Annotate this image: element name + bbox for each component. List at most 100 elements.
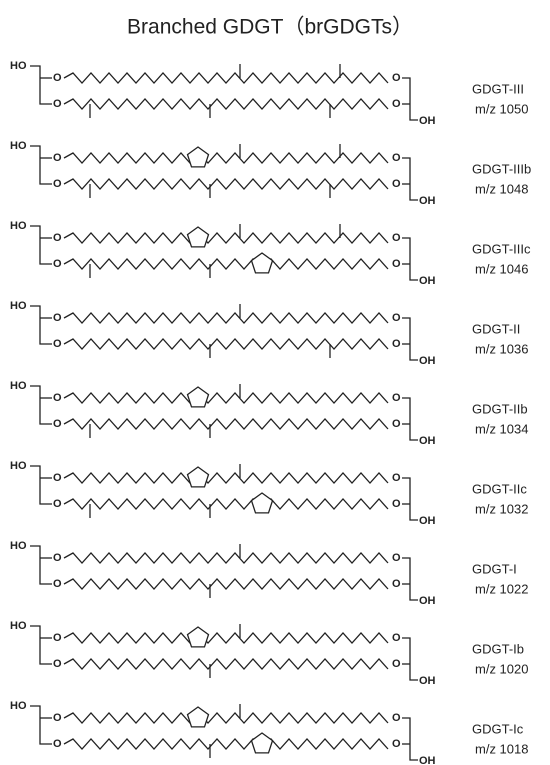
ether-oxygen: O: [392, 472, 401, 484]
hydroxyl: HO: [10, 60, 27, 72]
hydroxyl: OH: [419, 435, 436, 447]
cyclopentane-ring: [250, 252, 274, 274]
compound-name: GDGT-Ic: [472, 721, 524, 736]
ether-oxygen: O: [53, 418, 62, 430]
hydroxyl: OH: [419, 115, 436, 127]
glycerol-right: [402, 477, 418, 521]
compound-name: GDGT-IIc: [472, 481, 527, 496]
alkyl-chain: [63, 738, 389, 750]
ether-oxygen: O: [53, 738, 62, 750]
alkyl-chain: [63, 498, 389, 510]
ether-oxygen: O: [53, 178, 62, 190]
ether-oxygen: O: [53, 338, 62, 350]
ether-oxygen: O: [392, 712, 401, 724]
ether-oxygen: O: [392, 258, 401, 270]
compound-name: GDGT-IIb: [472, 401, 528, 416]
compound-name: GDGT-IIIc: [472, 241, 531, 256]
ether-oxygen: O: [392, 738, 401, 750]
ether-oxygen: O: [53, 72, 62, 84]
mass-to-charge: m/z 1020: [475, 661, 528, 676]
alkyl-chain: [63, 552, 389, 564]
mass-to-charge: m/z 1050: [475, 101, 528, 116]
glycerol-right: [402, 637, 418, 681]
cyclopentane-ring: [186, 226, 210, 248]
alkyl-chain: [63, 72, 389, 84]
mass-to-charge: m/z 1018: [475, 741, 528, 756]
ether-oxygen: O: [392, 632, 401, 644]
ether-oxygen: O: [53, 152, 62, 164]
ether-oxygen: O: [392, 578, 401, 590]
ether-oxygen: O: [53, 232, 62, 244]
mass-to-charge: m/z 1022: [475, 581, 528, 596]
hydroxyl: HO: [10, 620, 27, 632]
ether-oxygen: O: [53, 98, 62, 110]
alkyl-chain: [63, 418, 389, 430]
hydroxyl: HO: [10, 460, 27, 472]
mass-to-charge: m/z 1046: [475, 261, 528, 276]
hydroxyl: OH: [419, 515, 436, 527]
ether-oxygen: O: [392, 658, 401, 670]
glycerol-left: [30, 705, 52, 745]
ether-oxygen: O: [53, 392, 62, 404]
compound-name: GDGT-III: [472, 81, 524, 96]
alkyl-chain: [63, 152, 389, 164]
mass-to-charge: m/z 1032: [475, 501, 528, 516]
glycerol-left: [30, 305, 52, 345]
ether-oxygen: O: [392, 418, 401, 430]
cyclopentane-ring: [186, 146, 210, 168]
alkyl-chain: [63, 712, 389, 724]
cyclopentane-ring: [250, 732, 274, 754]
glycerol-right: [402, 317, 418, 361]
hydroxyl: HO: [10, 540, 27, 552]
ether-oxygen: O: [392, 232, 401, 244]
cyclopentane-ring: [186, 626, 210, 648]
alkyl-chain: [63, 658, 389, 670]
alkyl-chain: [63, 632, 389, 644]
ether-oxygen: O: [392, 178, 401, 190]
glycerol-left: [30, 65, 52, 105]
alkyl-chain: [63, 258, 389, 270]
cyclopentane-ring: [186, 706, 210, 728]
glycerol-right: [402, 157, 418, 201]
ether-oxygen: O: [53, 312, 62, 324]
hydroxyl: OH: [419, 195, 436, 207]
hydroxyl: OH: [419, 355, 436, 367]
title: Branched GDGT（brGDGTs）: [127, 16, 413, 39]
hydroxyl: HO: [10, 300, 27, 312]
alkyl-chain: [63, 232, 389, 244]
glycerol-left: [30, 625, 52, 665]
alkyl-chain: [63, 312, 389, 324]
compound-name: GDGT-II: [472, 321, 520, 336]
glycerol-left: [30, 145, 52, 185]
ether-oxygen: O: [53, 658, 62, 670]
ether-oxygen: O: [53, 578, 62, 590]
ether-oxygen: O: [53, 552, 62, 564]
alkyl-chain: [63, 392, 389, 404]
glycerol-right: [402, 557, 418, 601]
ether-oxygen: O: [392, 392, 401, 404]
alkyl-chain: [63, 578, 389, 590]
hydroxyl: OH: [419, 755, 436, 765]
compound-name: GDGT-Ib: [472, 641, 524, 656]
alkyl-chain: [63, 338, 389, 350]
mass-to-charge: m/z 1034: [475, 421, 528, 436]
glycerol-right: [402, 717, 418, 761]
hydroxyl: HO: [10, 140, 27, 152]
glycerol-left: [30, 545, 52, 585]
cyclopentane-ring: [186, 386, 210, 408]
ether-oxygen: O: [392, 338, 401, 350]
hydroxyl: HO: [10, 220, 27, 232]
hydroxyl: HO: [10, 700, 27, 712]
ether-oxygen: O: [392, 312, 401, 324]
ether-oxygen: O: [53, 472, 62, 484]
ether-oxygen: O: [392, 152, 401, 164]
alkyl-chain: [63, 472, 389, 484]
ether-oxygen: O: [53, 712, 62, 724]
mass-to-charge: m/z 1048: [475, 181, 528, 196]
hydroxyl: OH: [419, 595, 436, 607]
glycerol-right: [402, 77, 418, 121]
hydroxyl: OH: [419, 275, 436, 287]
cyclopentane-ring: [250, 492, 274, 514]
compound-name: GDGT-I: [472, 561, 517, 576]
